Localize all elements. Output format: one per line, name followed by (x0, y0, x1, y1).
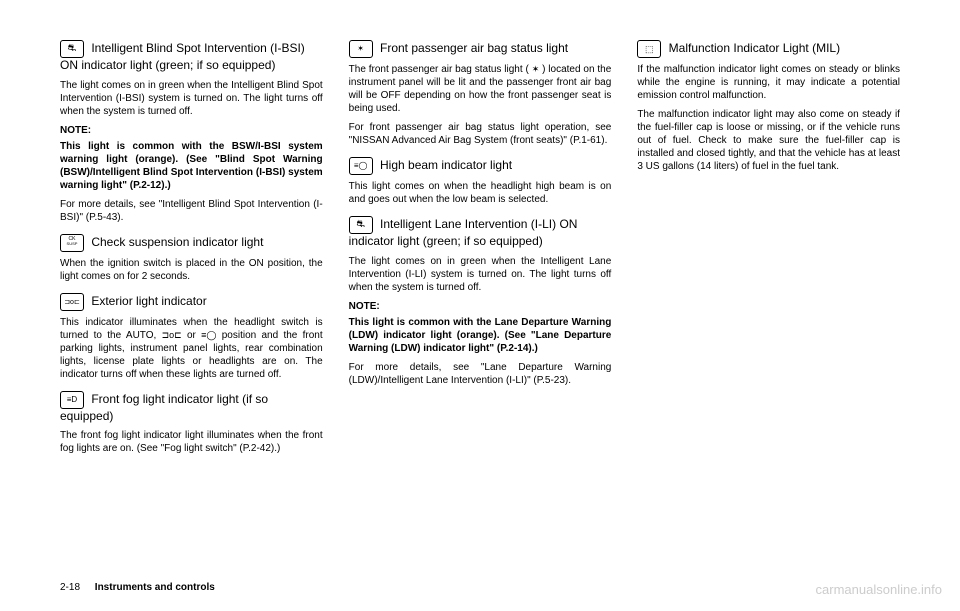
heading-text: Front fog light indicator light (if so e… (60, 392, 268, 423)
para: The light comes on in green when the Int… (60, 79, 323, 118)
manual-page: Intelligent Blind Spot Intervention (I-B… (0, 0, 960, 540)
suspension-icon (60, 234, 84, 252)
heading-text: Front passenger air bag status light (380, 41, 568, 55)
page-footer: 2-18 Instruments and controls (60, 582, 215, 593)
highbeam-icon (349, 157, 373, 175)
headlight-glyph-icon: ≡◯ (201, 330, 216, 342)
heading-text: Check suspension indicator light (91, 235, 263, 249)
para: The malfunction indicator light may also… (637, 108, 900, 173)
heading-susp: Check suspension indicator light (60, 234, 323, 252)
heading-mil: Malfunction Indicator Light (MIL) (637, 40, 900, 58)
section-exterior: Exterior light indicator This indicator … (60, 293, 323, 381)
para: This indicator illuminates when the head… (60, 316, 323, 381)
section-fog: Front fog light indicator light (if so e… (60, 391, 323, 456)
heading-ili: Intelligent Lane Intervention (I-LI) ON … (349, 216, 612, 250)
heading-ibsi: Intelligent Blind Spot Intervention (I-B… (60, 40, 323, 74)
heading-exterior: Exterior light indicator (60, 293, 323, 311)
ibsi-icon (60, 40, 84, 58)
section-mil: Malfunction Indicator Light (MIL) If the… (637, 40, 900, 173)
lane-intervention-icon (349, 216, 373, 234)
para: The light comes on in green when the Int… (349, 255, 612, 294)
fog-light-icon (60, 391, 84, 409)
exterior-light-icon (60, 293, 84, 311)
heading-text: Exterior light indicator (91, 294, 206, 308)
para: This light comes on when the headlight h… (349, 180, 612, 206)
section-ili: Intelligent Lane Intervention (I-LI) ON … (349, 216, 612, 387)
para: For front passenger air bag status light… (349, 121, 612, 147)
para: For more details, see "Intelligent Blind… (60, 198, 323, 224)
mil-icon (637, 40, 661, 58)
heading-text: Intelligent Lane Intervention (I-LI) ON … (349, 217, 578, 248)
airbag-icon (349, 40, 373, 58)
para-bold: This light is common with the Lane Depar… (349, 316, 612, 355)
section-highbeam: High beam indicator light This light com… (349, 157, 612, 206)
parking-light-glyph-icon: ⊐o⊏ (162, 330, 182, 342)
heading-text: Malfunction Indicator Light (MIL) (669, 41, 840, 55)
chapter-title: Instruments and controls (95, 582, 215, 593)
note-label: NOTE: (60, 124, 323, 137)
watermark: carmanualsonline.info (816, 582, 942, 597)
heading-text: Intelligent Blind Spot Intervention (I-B… (60, 41, 305, 72)
heading-highbeam: High beam indicator light (349, 157, 612, 175)
note-label: NOTE: (349, 300, 612, 313)
section-susp: Check suspension indicator light When th… (60, 234, 323, 283)
section-ibsi: Intelligent Blind Spot Intervention (I-B… (60, 40, 323, 224)
para: For more details, see "Lane Departure Wa… (349, 361, 612, 387)
text-fragment: or (182, 330, 201, 341)
heading-text: High beam indicator light (380, 158, 512, 172)
text-fragment: The front passenger air bag status light… (349, 64, 532, 75)
heading-fog: Front fog light indicator light (if so e… (60, 391, 323, 425)
para-bold: This light is common with the BSW/I-BSI … (60, 140, 323, 192)
para: If the malfunction indicator light comes… (637, 63, 900, 102)
heading-airbag: Front passenger air bag status light (349, 40, 612, 58)
para: The front passenger air bag status light… (349, 63, 612, 115)
page-number: 2-18 (60, 582, 80, 593)
section-airbag: Front passenger air bag status light The… (349, 40, 612, 147)
para: When the ignition switch is placed in th… (60, 257, 323, 283)
para: The front fog light indicator light illu… (60, 429, 323, 455)
